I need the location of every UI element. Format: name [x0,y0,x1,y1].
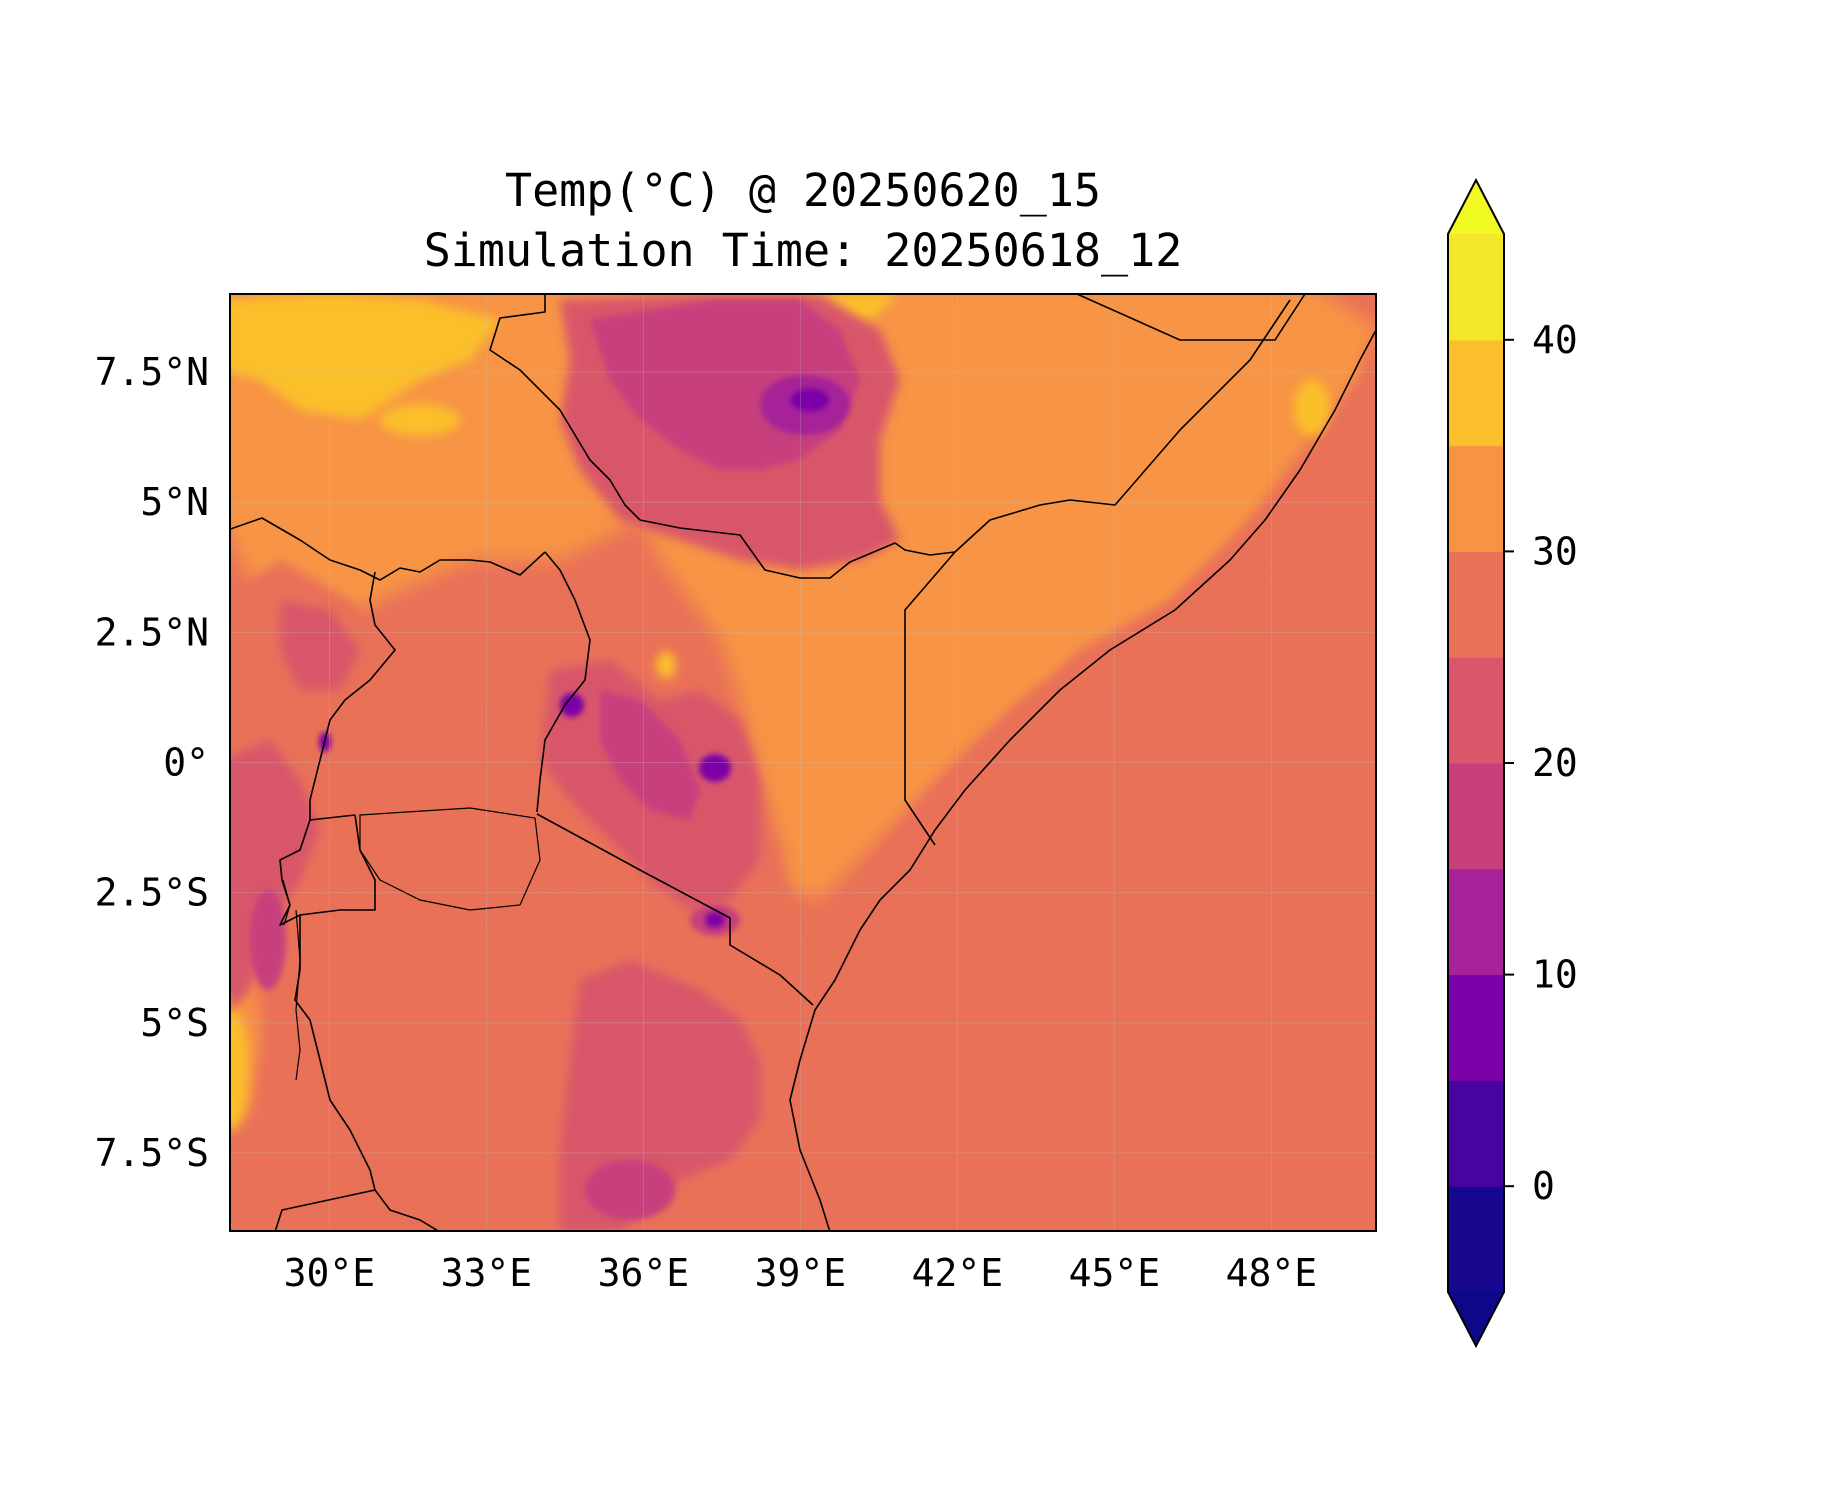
lake-tanganyika [295,909,301,1081]
lon-tick-label: 36°E [598,1251,690,1295]
lon-tick-label: 33°E [441,1251,533,1295]
border-south-sudan-uganda [230,517,546,581]
colorbar-tick-label: 40 [1532,318,1578,362]
sudan-hot-patch [230,294,500,420]
colorbar-segment [1448,657,1504,764]
colorbar-tick-label: 0 [1532,1164,1555,1208]
coastline-east-africa [789,329,1376,1231]
mt-elgon-peak-fill [560,693,584,717]
colorbar-tick-label: 10 [1532,953,1578,997]
lat-tick-label: 5°N [140,480,209,524]
colorbar: 0 10 20 30 40 [1447,177,1578,1349]
border-south-sudan-ethiopia [489,294,641,521]
chart-subtitle: Simulation Time: 20250618_12 [423,224,1183,277]
southern-highlands-fill [585,1160,675,1220]
border-kenya-somalia [904,551,956,846]
rift-hot-spot [656,651,676,679]
colorbar-extend-bottom [1448,1292,1504,1346]
uganda-highlands-fill [280,600,360,690]
latitude-axis: 7.5°N 5°N 2.5°N 0° 2.5°S 5°S 7.5°S [95,350,209,1175]
gridlines [230,294,1376,1231]
colorbar-segment [1448,339,1504,447]
colorbar-segment [1448,868,1504,976]
colorbar-segment [1448,551,1504,658]
colorbar-tick-label: 20 [1532,741,1578,785]
country-borders [230,294,1376,1231]
rwanda-highlands-fill [250,890,286,990]
lat-tick-label: 0° [163,741,209,785]
border-tanzania-drc [294,915,376,1191]
colorbar-segment [1448,1080,1504,1187]
border-ethiopia-somalia [954,294,1306,553]
lat-tick-label: 5°S [140,1001,209,1045]
lon-tick-label: 42°E [912,1251,1004,1295]
border-kenya-tanzania [536,813,814,1006]
map-area [230,294,1376,1231]
border-drc-uganda [309,571,396,820]
lon-tick-label: 45°E [1069,1251,1161,1295]
somali-coast-hot-spot [1294,380,1330,436]
lat-tick-label: 7.5°N [95,350,209,394]
colorbar-tick-label: 30 [1532,529,1578,573]
colorbar-extend-top [1448,180,1504,234]
map-frame [229,293,1377,1232]
sudan-hot-spot [380,404,460,436]
colorbar-segment [1448,234,1504,341]
colorbar-segment [1448,1186,1504,1293]
lat-tick-label: 2.5°S [95,871,209,915]
colorbar-segment [1448,974,1504,1081]
colorbar-outline [1447,177,1505,1349]
mt-kenya-peak-fill [699,754,731,782]
lon-tick-label: 30°E [284,1251,376,1295]
border-tanzania-rwanda-burundi [279,814,376,926]
northern-plains-fill [230,294,1376,900]
border-uganda-kenya [536,551,591,813]
chart-title: Temp(°C) @ 20250620_15 [504,164,1102,217]
lat-tick-label: 2.5°N [95,610,209,654]
kilimanjaro-peak-fill [705,912,725,928]
somali-coast-cool-strip [840,330,1376,905]
mt-kenya-region-fill [600,690,700,820]
tanzania-interior-fill [260,880,560,1231]
lat-tick-label: 7.5°S [95,1131,209,1175]
ethiopia-summit-fill [790,388,830,412]
border-ethiopia-kenya [639,519,956,579]
border-tanzania-zambia-mozambique [274,1189,440,1231]
lon-tick-label: 39°E [755,1251,847,1295]
west-edge-hot-spot [230,1010,248,1130]
lake-victoria [359,807,541,911]
colorbar-segment [1448,445,1504,552]
longitude-axis: 30°E 33°E 36°E 39°E 42°E 45°E 48°E [284,1251,1317,1295]
colorbar-segment [1448,763,1504,870]
lon-tick-label: 48°E [1226,1251,1318,1295]
